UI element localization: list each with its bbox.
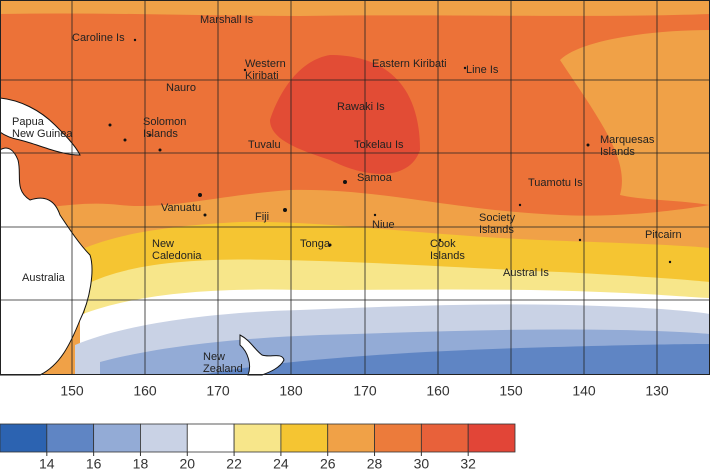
- colorbar-swatch: [0, 423, 48, 453]
- longitude-label: 130: [645, 383, 669, 399]
- place-label: Pitcairn: [645, 229, 682, 241]
- longitude-label: 160: [426, 383, 450, 399]
- place-label: Cook: [430, 238, 456, 250]
- place-label: Tuvalu: [248, 139, 281, 151]
- colorbar-tick-label: 32: [460, 456, 476, 472]
- colorbar-swatch: [46, 423, 95, 453]
- colorbar-swatch: [93, 423, 141, 453]
- graticule: [0, 0, 710, 375]
- longitude-label: 150: [60, 383, 84, 399]
- place-label: Caroline Is: [72, 32, 125, 44]
- longitude-label: 160: [133, 383, 157, 399]
- place-label: Vanuatu: [161, 202, 201, 214]
- colorbar-tick-label: 16: [86, 456, 102, 472]
- place-label: Papua: [12, 116, 45, 128]
- place-label: Eastern Kiribati: [372, 58, 447, 70]
- sst-field: [0, 0, 710, 375]
- colorbar-tick-label: 22: [226, 456, 242, 472]
- place-label: Islands: [430, 250, 465, 262]
- place-label: Islands: [143, 128, 178, 140]
- place-label: New: [203, 351, 225, 363]
- place-label: Society: [479, 212, 516, 224]
- colorbar-swatch: [420, 423, 469, 453]
- place-label: Islands: [479, 224, 514, 236]
- longitude-label: 170: [353, 383, 377, 399]
- colorbar-swatch: [374, 423, 422, 453]
- colorbar-tick-label: 30: [414, 456, 430, 472]
- longitude-label: 140: [572, 383, 596, 399]
- islands: [108, 38, 672, 264]
- place-label: Nauro: [166, 82, 196, 94]
- place-label: Rawaki Is: [337, 101, 385, 113]
- land: [0, 97, 285, 376]
- colorbar-swatch: [233, 423, 282, 453]
- colorbar-tick-label: 26: [320, 456, 336, 472]
- place-label: Western: [245, 58, 286, 70]
- place-label: Austral Is: [503, 267, 549, 279]
- longitude-label: 170: [206, 383, 230, 399]
- colorbar-swatch: [140, 423, 188, 453]
- longitude-axis: 150 160 170 180 170 160 150 140 130: [60, 383, 669, 399]
- place-label: Marquesas: [600, 134, 655, 146]
- place-label: Niue: [372, 219, 395, 231]
- colorbar-swatch: [186, 423, 235, 453]
- place-label: Tokelau Is: [354, 139, 404, 151]
- place-label: New: [152, 238, 174, 250]
- place-label: Islands: [600, 146, 635, 158]
- place-label: Fiji: [255, 211, 269, 223]
- place-label: Kiribati: [245, 70, 279, 82]
- place-label: Solomon: [143, 116, 186, 128]
- colorbar-tick-label: 18: [133, 456, 149, 472]
- longitude-label: 180: [279, 383, 303, 399]
- colorbar-tick-label: 14: [39, 456, 55, 472]
- colorbar-tick-label: 24: [273, 456, 289, 472]
- place-label: Caledonia: [152, 250, 202, 262]
- place-label: Marshall Is: [200, 14, 254, 26]
- colorbar-swatch: [280, 423, 329, 453]
- colorbar-tick-label: 28: [367, 456, 383, 472]
- colorbar-tick-label: 20: [179, 456, 195, 472]
- place-label: New Guinea: [12, 128, 73, 140]
- colorbar-swatch: [327, 423, 375, 453]
- place-label: Samoa: [357, 172, 393, 184]
- place-label: Tuamotu Is: [528, 177, 583, 189]
- place-label: Line Is: [466, 64, 499, 76]
- colorbar: 14 16 18 20 22 24 26 28 30 32: [0, 423, 516, 472]
- place-label: Australia: [22, 272, 66, 284]
- place-label: Zealand: [203, 363, 243, 375]
- colorbar-swatch: [467, 423, 516, 453]
- longitude-label: 150: [499, 383, 523, 399]
- place-label: Tonga: [300, 238, 331, 250]
